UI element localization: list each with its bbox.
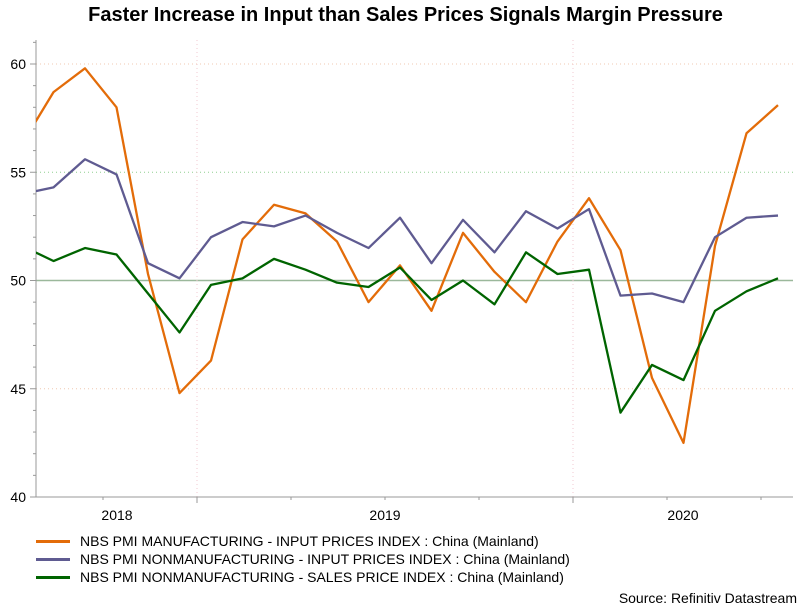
source-note: Source: Refinitiv Datastream: [618, 590, 797, 606]
legend-item-mfg-input: NBS PMI MANUFACTURING - INPUT PRICES IND…: [36, 532, 570, 550]
y-tick-label: 55: [10, 164, 26, 180]
legend-swatch: [36, 539, 70, 543]
legend-swatch: [36, 575, 70, 579]
x-tick-label: 2018: [101, 507, 132, 523]
legend-swatch: [36, 557, 70, 561]
y-tick-label: 60: [10, 56, 26, 72]
legend-label: NBS PMI NONMANUFACTURING - INPUT PRICES …: [80, 551, 570, 567]
legend: NBS PMI MANUFACTURING - INPUT PRICES IND…: [36, 532, 570, 586]
legend-label: NBS PMI MANUFACTURING - INPUT PRICES IND…: [80, 533, 539, 549]
y-tick-label: 40: [10, 489, 26, 505]
legend-label: NBS PMI NONMANUFACTURING - SALES PRICE I…: [80, 569, 564, 585]
y-tick-label: 45: [10, 381, 26, 397]
series-line-2: [36, 246, 779, 414]
chart-title: Faster Increase in Input than Sales Pric…: [88, 4, 723, 26]
y-tick-label: 50: [10, 273, 26, 289]
series-line-0: [36, 67, 779, 445]
legend-item-nonmfg-input: NBS PMI NONMANUFACTURING - INPUT PRICES …: [36, 550, 570, 568]
x-tick-label: 2020: [667, 507, 698, 523]
legend-item-nonmfg-sales: NBS PMI NONMANUFACTURING - SALES PRICE I…: [36, 568, 570, 586]
x-tick-label: 2019: [369, 507, 400, 523]
